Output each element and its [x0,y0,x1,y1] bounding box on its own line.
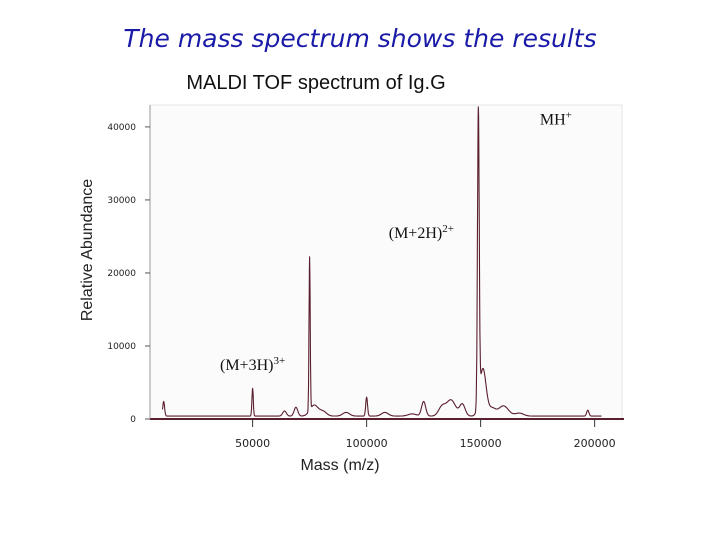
plot-area [149,104,623,420]
peak-label: (M+3H)3+ [220,355,285,374]
x-tick-label: 100000 [346,437,388,450]
y-tick-label: 40000 [107,123,136,133]
x-tick-label: 150000 [460,437,502,450]
peak-label: MH+ [540,110,572,129]
y-tick-label: 10000 [107,342,136,352]
slide-title: The mass spectrum shows the results [123,24,597,53]
y-tick-label: 30000 [107,196,136,206]
plot-background [149,104,623,420]
y-axis: 0 10000 20000 30000 40000 [107,105,151,425]
x-axis-label: Mass (m/z) [300,457,379,474]
spectrum-series [161,106,602,417]
peak-label: (M+2H)2+ [389,223,454,242]
chart-title: MALDI TOF spectrum of Ig.G [186,72,446,94]
peak-annotations: MH+ (M+2H)2+ (M+3H)3+ [220,110,572,374]
y-axis-label: Relative Abundance [79,179,96,321]
x-tick-label: 200000 [574,437,616,450]
x-axis: 50000 100000 150000 200000 [150,418,624,450]
spectrum-line [161,106,602,417]
x-tick-label: 50000 [235,437,270,450]
y-tick-label: 20000 [107,269,136,279]
y-tick-label: 0 [130,415,136,425]
